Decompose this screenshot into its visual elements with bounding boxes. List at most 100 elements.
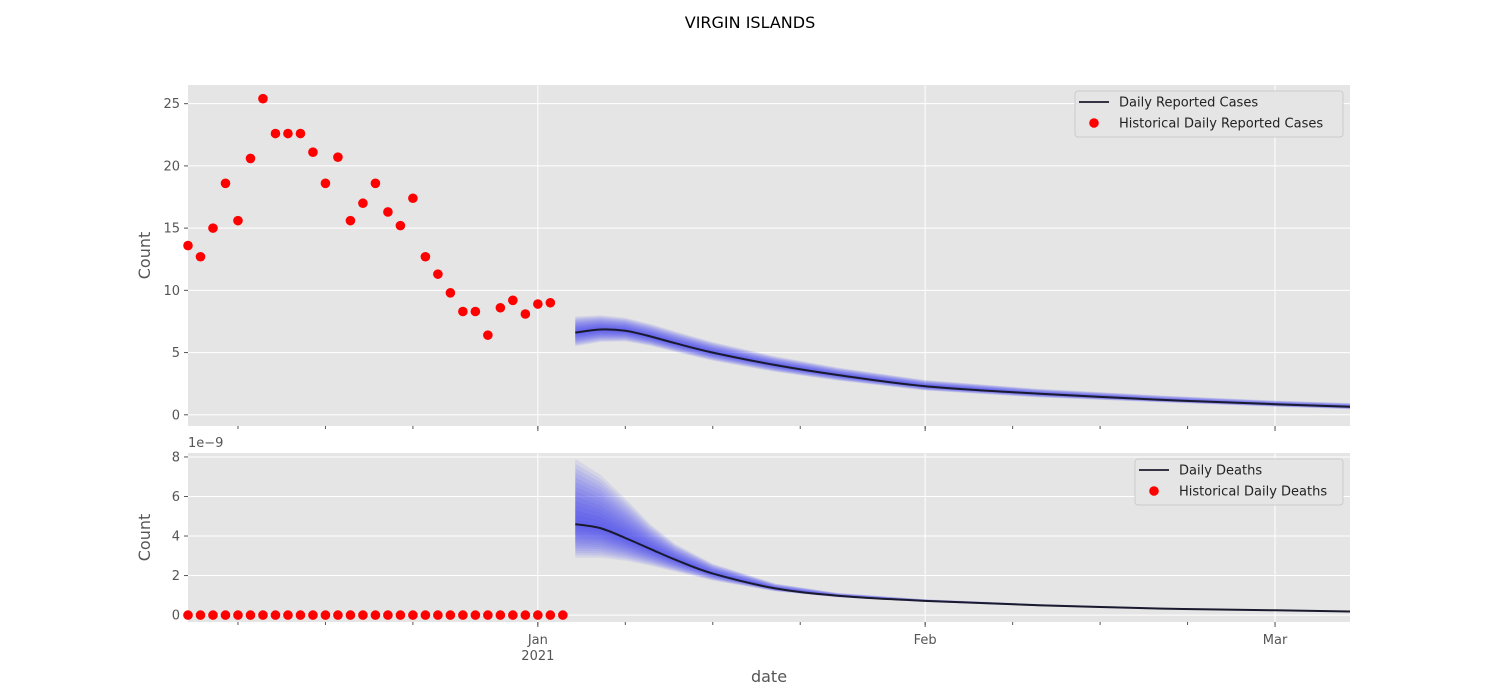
forecast-ensemble-band: [575, 317, 1350, 409]
historical-point: [333, 610, 343, 620]
forecast-ensemble-band: [575, 327, 1350, 408]
historical-point: [220, 610, 231, 620]
historical-point: [183, 610, 193, 620]
forecast-line: [575, 328, 1351, 408]
historical-point: [245, 610, 256, 620]
historical-point: [233, 215, 243, 226]
legend-entry: Historical Daily Deaths: [1179, 485, 1327, 500]
historical-point: [208, 223, 218, 233]
y-tick-label: 20: [163, 159, 180, 174]
y-tick-label: 10: [163, 284, 180, 299]
historical-point: [358, 610, 368, 620]
historical-point: [270, 610, 281, 620]
historical-point: [483, 610, 493, 620]
historical-point: [433, 610, 443, 620]
legend-frame: [1134, 458, 1344, 506]
historical-point: [358, 198, 368, 209]
forecast-ensemble-band: [575, 319, 1350, 409]
y-tick-label: 0: [172, 408, 180, 423]
plot-area: [188, 85, 1350, 426]
forecast-ensemble-band: [575, 324, 1350, 408]
historical-point: [383, 207, 393, 217]
historical-point: [295, 128, 306, 139]
historical-point: [420, 251, 431, 262]
forecast-ensemble-band: [575, 318, 1350, 409]
forecast-ensemble-band: [575, 323, 1350, 408]
forecast-ensemble-band: [575, 316, 1350, 409]
y-tick-label: 5: [172, 346, 180, 361]
historical-point: [320, 610, 331, 620]
figure-title: VIRGIN ISLANDS: [685, 13, 816, 32]
forecast-line: [575, 523, 1351, 613]
y-tick-label: 6: [172, 490, 180, 505]
y-tick-label: 15: [163, 222, 180, 237]
legend-marker-swatch: [1149, 486, 1159, 496]
deaths-panel: 0 2 4 6 8 Count 1e−9 Daily Deaths Historical Dai…: [135, 436, 1351, 627]
historical-point: [558, 610, 568, 620]
historical-point: [495, 610, 506, 620]
historical-point: [233, 610, 243, 620]
historical-point: [545, 610, 556, 620]
forecast-ensemble-band: [575, 325, 1350, 408]
historical-point: [395, 610, 406, 620]
historical-point: [270, 128, 281, 139]
historical-point: [283, 610, 293, 620]
historical-point: [295, 610, 306, 620]
historical-point: [195, 251, 206, 262]
historical-point: [345, 215, 356, 226]
historical-point: [445, 610, 456, 620]
historical-point: [220, 178, 231, 189]
legend-frame: [1074, 90, 1344, 138]
y-tick-label: 8: [172, 450, 180, 465]
historical-point: [470, 610, 481, 620]
x-tick-label: Feb: [914, 633, 937, 648]
historical-point: [395, 220, 406, 231]
historical-point: [383, 610, 393, 620]
historical-point: [445, 288, 456, 298]
forecast-ensemble-band: [575, 315, 1350, 410]
historical-point: [483, 330, 493, 340]
x-tick-sublabel: 2021: [521, 649, 554, 664]
y-tick-label: 0: [172, 609, 180, 624]
historical-point: [495, 302, 506, 313]
historical-point: [258, 610, 268, 620]
cases-panel: 0 5 10 15 20 25 Count Daily Reported Cases Histo…: [135, 85, 1351, 431]
historical-point: [333, 152, 343, 162]
forecast-ensemble-band: [575, 326, 1350, 408]
historical-point: [308, 147, 318, 158]
forecast-ensemble-band: [575, 321, 1350, 409]
y-tick-label: 25: [163, 97, 180, 112]
y-axis-label: Count: [135, 514, 154, 562]
legend: Daily Reported Cases Historical Daily Rep…: [1074, 90, 1344, 138]
historical-point: [320, 178, 331, 189]
forecast-ensemble-band: [575, 320, 1350, 409]
legend-marker-swatch: [1089, 118, 1099, 128]
historical-point: [245, 153, 256, 164]
historical-point: [533, 610, 543, 620]
historical-point: [195, 610, 206, 620]
x-tick-label: Mar: [1263, 633, 1288, 648]
x-axis-label: date: [751, 667, 787, 686]
historical-point: [433, 269, 443, 279]
y-scale-label: 1e−9: [188, 436, 223, 451]
historical-point: [370, 178, 381, 189]
historical-point: [420, 610, 431, 620]
historical-point: [545, 297, 556, 308]
historical-point: [208, 610, 218, 620]
historical-point: [458, 306, 468, 317]
legend: Daily Deaths Historical Daily Deaths: [1134, 458, 1344, 506]
historical-point: [408, 193, 418, 204]
historical-point: [258, 93, 268, 104]
historical-point: [370, 610, 381, 620]
forecast-ensemble-band: [575, 322, 1350, 408]
legend-entry: Daily Reported Cases: [1119, 96, 1258, 111]
historical-point: [508, 295, 518, 306]
historical-point: [458, 610, 468, 620]
historical-point: [520, 309, 531, 319]
y-tick-label: 2: [172, 569, 180, 584]
historical-point: [520, 610, 531, 620]
x-tick-label: Jan: [527, 633, 548, 648]
historical-point: [533, 299, 543, 309]
